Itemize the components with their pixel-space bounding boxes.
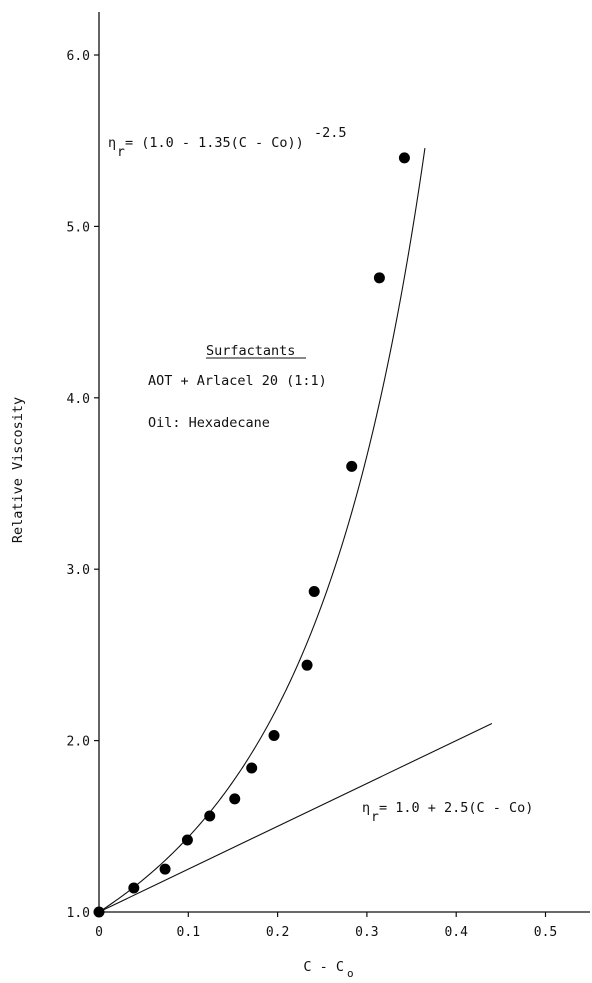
data-point — [268, 729, 280, 741]
x-tick-label: 0 — [95, 925, 103, 940]
data-point — [246, 762, 258, 774]
y-tick-label: 6.0 — [67, 49, 90, 64]
data-point — [373, 272, 385, 284]
x-tick-label: 0.4 — [444, 925, 468, 940]
line-eta: η — [362, 800, 370, 816]
data-point — [229, 793, 241, 805]
x-tick-label: 0.3 — [355, 925, 378, 940]
x-axis-title-subscript: o — [347, 967, 354, 980]
y-tick-label: 4.0 — [67, 392, 90, 407]
data-point — [93, 906, 105, 918]
surfactants-line1: AOT + Arlacel 20 (1:1) — [148, 373, 327, 389]
x-axis-title: C - C — [303, 959, 344, 975]
surfactants-title: Surfactants — [206, 343, 295, 359]
y-axis-title: Relative Viscosity — [10, 397, 26, 543]
data-point — [301, 659, 313, 671]
data-point — [398, 152, 410, 164]
y-tick-label: 2.0 — [67, 735, 90, 750]
data-point — [308, 585, 320, 597]
data-point — [128, 882, 140, 894]
y-axis-ticks: 1.0 2.0 3.0 4.0 5.0 6.0 — [67, 49, 99, 921]
curve1-exponent: -2.5 — [314, 125, 347, 141]
plot-frame — [98, 12, 590, 913]
data-point — [204, 810, 216, 822]
curve1-equation: = (1.0 - 1.35(C - Co)) — [125, 135, 304, 151]
power-law-curve — [98, 148, 426, 913]
curve1-sub: r — [117, 145, 125, 160]
surfactants-line2: Oil: Hexadecane — [148, 415, 270, 431]
line-equation: = 1.0 + 2.5(C - Co) — [379, 800, 533, 816]
y-tick-label: 5.0 — [67, 220, 90, 235]
data-point — [181, 834, 193, 846]
x-axis-ticks: 0 0.1 0.2 0.3 0.4 0.5 — [95, 912, 557, 940]
linear-fit-line — [98, 722, 493, 913]
data-points — [93, 152, 410, 918]
data-point — [159, 863, 171, 875]
x-tick-label: 0.1 — [177, 925, 200, 940]
x-tick-label: 0.5 — [534, 925, 557, 940]
line-sub: r — [371, 810, 379, 825]
x-tick-label: 0.2 — [266, 925, 289, 940]
curve1-eta: η — [108, 135, 116, 151]
y-tick-label: 3.0 — [67, 563, 90, 578]
data-point — [346, 460, 358, 472]
y-tick-label: 1.0 — [67, 906, 90, 921]
